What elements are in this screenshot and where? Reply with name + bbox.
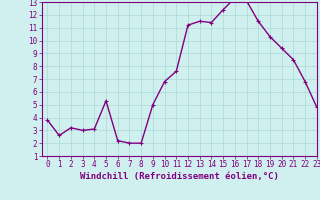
X-axis label: Windchill (Refroidissement éolien,°C): Windchill (Refroidissement éolien,°C) xyxy=(80,172,279,181)
